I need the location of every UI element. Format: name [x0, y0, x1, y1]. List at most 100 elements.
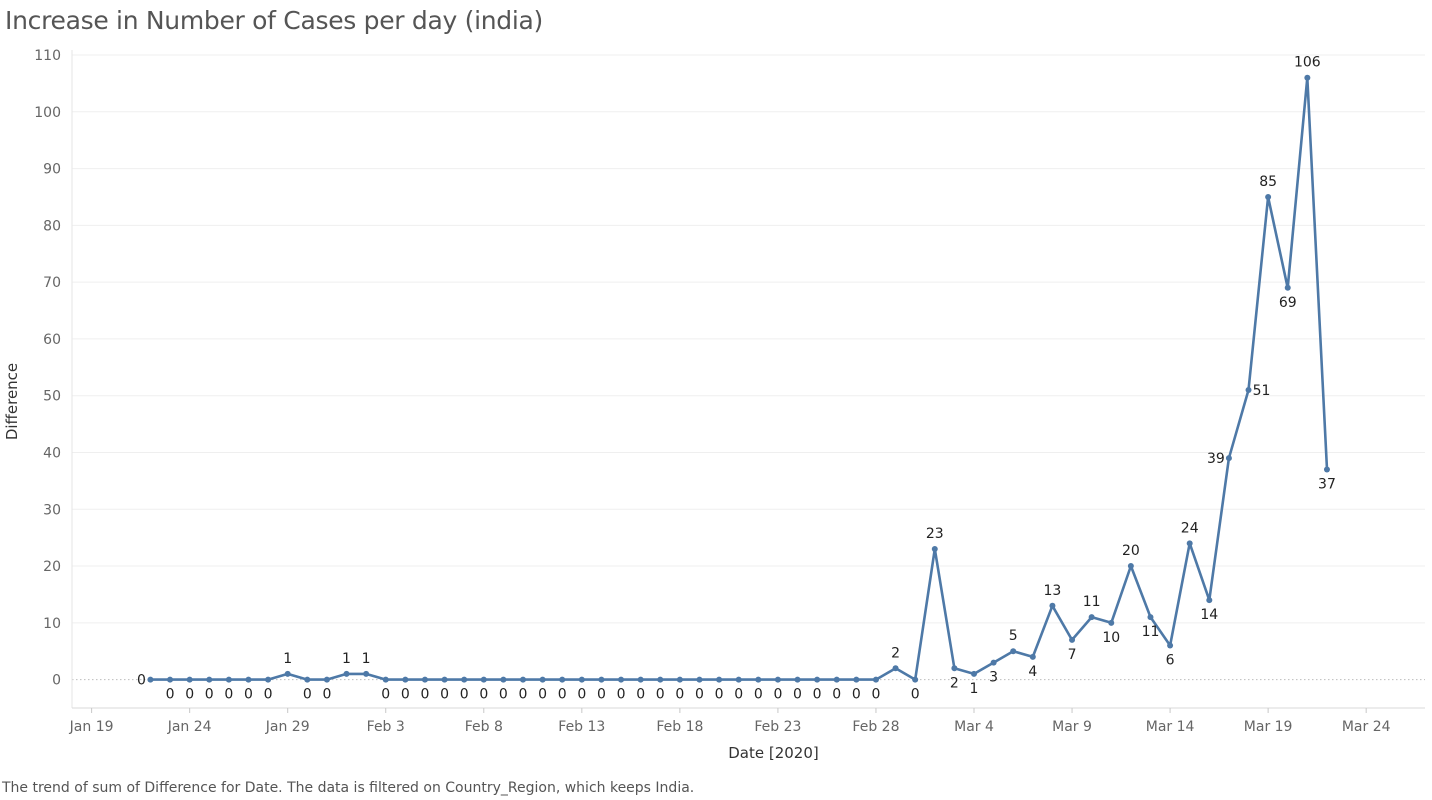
data-point — [1206, 597, 1213, 604]
data-point — [872, 676, 879, 683]
y-tick-label: 40 — [43, 445, 61, 461]
x-tick-label: Feb 8 — [465, 719, 503, 735]
chart-caption: The trend of sum of Difference for Date.… — [2, 780, 695, 796]
data-point — [1147, 614, 1154, 621]
data-point — [1265, 193, 1272, 200]
data-point — [147, 676, 154, 683]
data-label: 13 — [1044, 583, 1062, 599]
data-label: 51 — [1253, 383, 1271, 399]
data-point — [990, 659, 997, 666]
data-label: 0 — [656, 687, 665, 703]
data-point — [755, 676, 762, 683]
data-point — [225, 676, 232, 683]
data-label: 39 — [1207, 451, 1225, 467]
data-point — [892, 665, 899, 672]
data-label: 0 — [185, 687, 194, 703]
x-tick-label: Feb 23 — [754, 719, 801, 735]
data-point — [343, 670, 350, 677]
data-label: 0 — [617, 687, 626, 703]
data-point — [951, 665, 958, 672]
data-point — [578, 676, 585, 683]
x-tick-label: Jan 24 — [167, 719, 212, 735]
data-point — [461, 676, 468, 683]
data-point — [323, 676, 330, 683]
data-point — [206, 676, 213, 683]
data-points — [147, 74, 1330, 683]
data-label: 11 — [1083, 594, 1101, 610]
data-point — [735, 676, 742, 683]
y-tick-label: 0 — [52, 673, 61, 689]
data-label: 0 — [597, 687, 606, 703]
data-label: 0 — [137, 673, 146, 689]
data-point — [1108, 619, 1115, 626]
data-point — [774, 676, 781, 683]
data-label: 37 — [1318, 477, 1336, 493]
data-point — [833, 676, 840, 683]
data-point — [598, 676, 605, 683]
series-line — [150, 76, 1329, 681]
data-point — [402, 676, 409, 683]
data-point — [1010, 648, 1017, 655]
data-label: 0 — [479, 687, 488, 703]
y-tick-label: 30 — [43, 502, 61, 518]
data-point — [382, 676, 389, 683]
x-tick-label: Mar 4 — [954, 719, 994, 735]
data-label: 1 — [283, 651, 292, 667]
data-point — [167, 676, 174, 683]
x-tick-label: Mar 24 — [1342, 719, 1391, 735]
gridlines — [72, 54, 1425, 681]
x-tick-label: Mar 19 — [1244, 719, 1293, 735]
data-label: 7 — [1068, 647, 1077, 663]
data-label: 0 — [519, 687, 528, 703]
data-label: 0 — [715, 687, 724, 703]
x-tick-label: Feb 28 — [852, 719, 899, 735]
chart-title: Increase in Number of Cases per day (ind… — [5, 6, 543, 35]
data-label: 5 — [1009, 628, 1018, 644]
data-point — [1284, 284, 1291, 291]
data-label: 0 — [440, 687, 449, 703]
y-tick-label: 20 — [43, 559, 61, 575]
data-point — [657, 676, 664, 683]
data-label: 6 — [1166, 653, 1175, 669]
data-label: 24 — [1181, 520, 1199, 536]
data-label: 106 — [1294, 55, 1321, 71]
data-label: 85 — [1259, 174, 1277, 190]
data-label: 1 — [342, 651, 351, 667]
data-point — [186, 676, 193, 683]
y-tick-label: 70 — [43, 275, 61, 291]
data-point — [696, 676, 703, 683]
x-axis-title: Date [2020] — [728, 744, 819, 762]
y-tick-label: 90 — [43, 162, 61, 178]
data-point — [912, 676, 919, 683]
x-tick-label: Feb 18 — [656, 719, 703, 735]
data-point — [931, 546, 938, 553]
data-point — [1323, 466, 1330, 473]
data-point — [618, 676, 625, 683]
data-point — [1069, 636, 1076, 643]
data-point — [716, 676, 723, 683]
data-point — [1245, 387, 1252, 394]
data-point — [363, 670, 370, 677]
data-label: 0 — [381, 687, 390, 703]
data-label: 1 — [362, 651, 371, 667]
data-label: 0 — [205, 687, 214, 703]
data-point — [265, 676, 272, 683]
data-label: 0 — [695, 687, 704, 703]
data-point — [480, 676, 487, 683]
data-point — [853, 676, 860, 683]
data-point — [1167, 642, 1174, 649]
data-point — [794, 676, 801, 683]
data-label: 0 — [852, 687, 861, 703]
x-tick-label: Feb 13 — [558, 719, 605, 735]
data-label: 0 — [832, 687, 841, 703]
data-label: 0 — [754, 687, 763, 703]
data-label: 23 — [926, 526, 944, 542]
data-point — [1225, 455, 1232, 462]
data-point — [1088, 614, 1095, 621]
data-point — [1049, 602, 1056, 609]
data-point — [441, 676, 448, 683]
data-label: 20 — [1122, 543, 1140, 559]
data-label: 0 — [420, 687, 429, 703]
data-label: 0 — [813, 687, 822, 703]
